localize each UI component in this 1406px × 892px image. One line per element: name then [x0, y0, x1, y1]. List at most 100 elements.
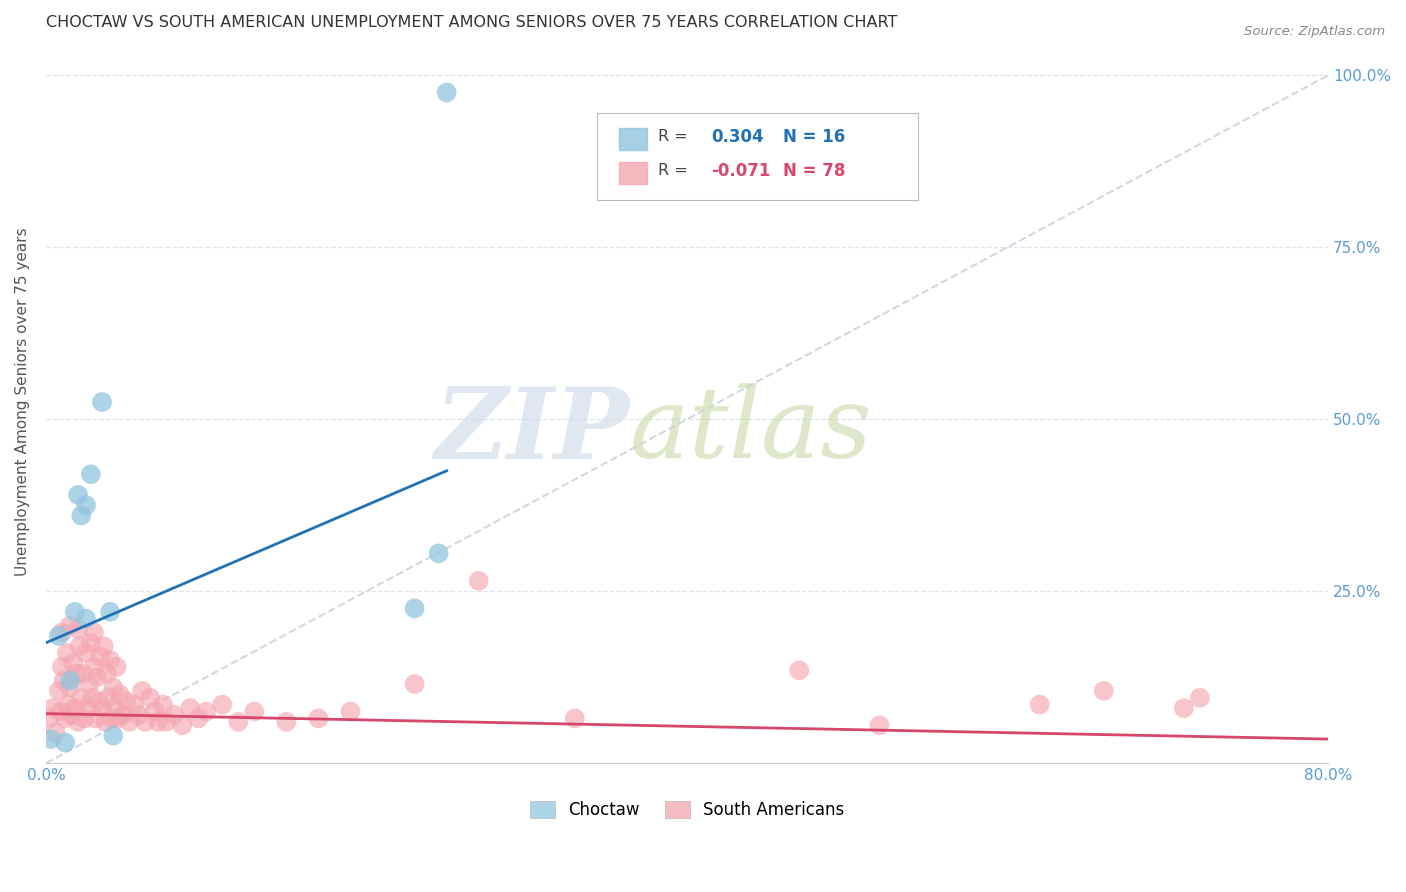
Point — [66, 488, 89, 502]
Point — [195, 705, 218, 719]
Point — [65, 666, 87, 681]
Point — [70, 508, 93, 523]
Point — [62, 657, 84, 671]
Point — [63, 605, 86, 619]
Point — [53, 711, 76, 725]
Point — [564, 711, 586, 725]
Point — [82, 690, 104, 705]
Point — [139, 690, 162, 705]
Point — [63, 701, 86, 715]
Point — [339, 705, 361, 719]
Text: atlas: atlas — [630, 384, 872, 478]
Point — [172, 718, 194, 732]
Point — [155, 714, 177, 729]
Point — [52, 673, 75, 688]
Point — [89, 649, 111, 664]
Point — [103, 681, 125, 695]
Point — [107, 711, 129, 725]
Text: N = 16: N = 16 — [783, 128, 845, 146]
Point — [72, 666, 94, 681]
Text: 0.304: 0.304 — [711, 128, 763, 146]
Point — [73, 711, 96, 725]
Point — [97, 690, 120, 705]
Point — [38, 711, 60, 725]
Point — [41, 701, 63, 715]
Text: R =: R = — [658, 129, 692, 145]
Point — [134, 714, 156, 729]
Point — [226, 714, 249, 729]
Point — [53, 735, 76, 749]
Point — [104, 701, 127, 715]
Point — [75, 498, 97, 512]
Text: -0.071: -0.071 — [711, 161, 770, 180]
Point — [80, 467, 103, 482]
Point — [868, 718, 890, 732]
Point — [115, 694, 138, 708]
Point — [76, 701, 98, 715]
Point — [404, 601, 426, 615]
Point — [75, 646, 97, 660]
Y-axis label: Unemployment Among Seniors over 75 years: Unemployment Among Seniors over 75 years — [15, 227, 30, 576]
Point — [58, 698, 80, 712]
Point — [83, 660, 105, 674]
Point — [163, 708, 186, 723]
Point — [83, 625, 105, 640]
Point — [87, 694, 110, 708]
Point — [59, 673, 82, 688]
Point — [211, 698, 233, 712]
Point — [86, 670, 108, 684]
Point — [48, 629, 70, 643]
Point — [105, 660, 128, 674]
Point — [39, 732, 62, 747]
Text: N = 78: N = 78 — [783, 161, 845, 180]
Point — [56, 646, 79, 660]
Point — [146, 714, 169, 729]
Point — [243, 705, 266, 719]
Point — [1092, 684, 1115, 698]
Point — [49, 705, 72, 719]
Point — [1173, 701, 1195, 715]
Point — [118, 714, 141, 729]
Text: ZIP: ZIP — [434, 383, 630, 479]
Point — [276, 714, 298, 729]
Point — [98, 605, 121, 619]
Point — [94, 714, 117, 729]
Point — [45, 725, 67, 739]
Point — [143, 705, 166, 719]
Bar — [619, 162, 647, 184]
Point — [436, 86, 458, 100]
Point — [152, 698, 174, 712]
Point — [187, 711, 209, 725]
Point — [111, 708, 134, 723]
Point — [48, 684, 70, 698]
FancyBboxPatch shape — [598, 113, 918, 200]
Point — [467, 574, 489, 588]
Point — [96, 666, 118, 681]
Legend: Choctaw, South Americans: Choctaw, South Americans — [522, 792, 852, 827]
Point — [59, 681, 82, 695]
Point — [75, 612, 97, 626]
Point — [98, 653, 121, 667]
Point — [51, 625, 73, 640]
Text: CHOCTAW VS SOUTH AMERICAN UNEMPLOYMENT AMONG SENIORS OVER 75 YEARS CORRELATION C: CHOCTAW VS SOUTH AMERICAN UNEMPLOYMENT A… — [46, 15, 897, 30]
Point — [91, 395, 114, 409]
Point — [122, 698, 145, 712]
Point — [91, 701, 114, 715]
Point — [179, 701, 201, 715]
Point — [1188, 690, 1211, 705]
Point — [93, 639, 115, 653]
Point — [787, 663, 810, 677]
Point — [66, 714, 89, 729]
Point — [1028, 698, 1050, 712]
Point — [70, 690, 93, 705]
Bar — [619, 128, 647, 150]
Point — [60, 708, 83, 723]
Point — [108, 687, 131, 701]
Point — [59, 618, 82, 632]
Point — [404, 677, 426, 691]
Point — [69, 639, 91, 653]
Point — [307, 711, 329, 725]
Text: Source: ZipAtlas.com: Source: ZipAtlas.com — [1244, 25, 1385, 38]
Point — [103, 729, 125, 743]
Point — [80, 636, 103, 650]
